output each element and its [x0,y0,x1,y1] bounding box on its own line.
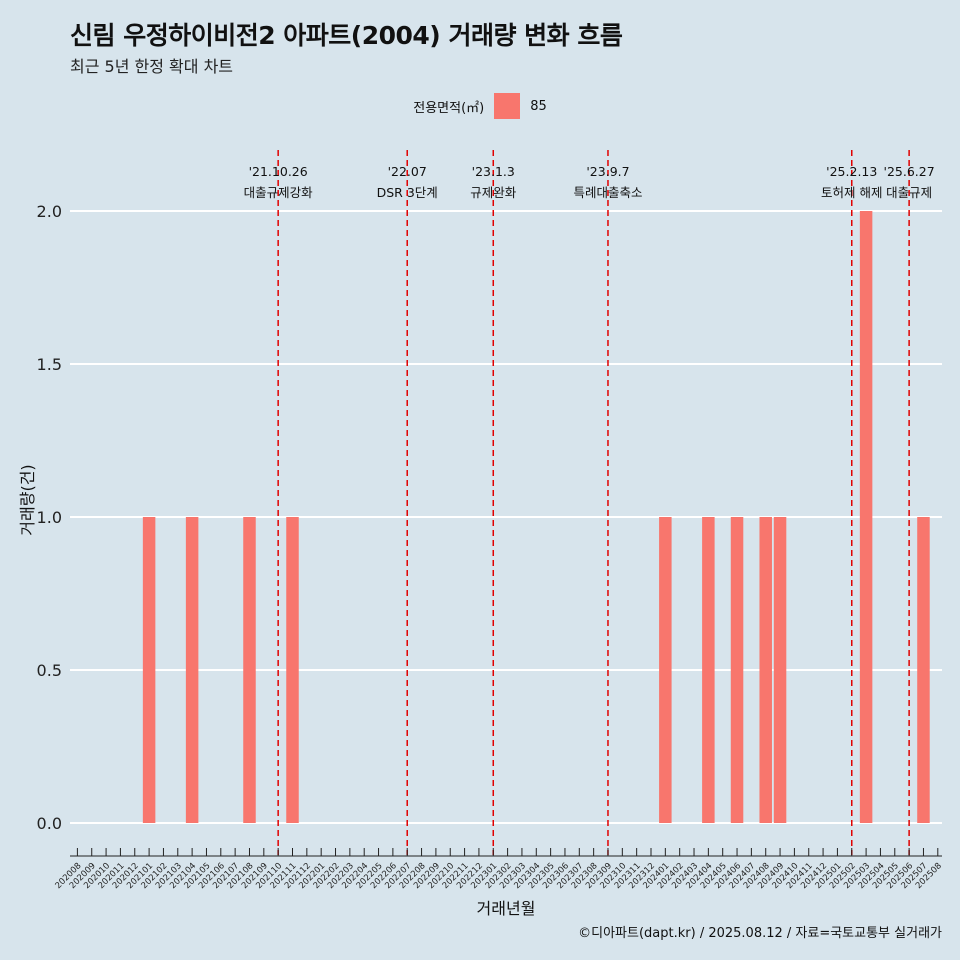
legend: 전용면적(㎡) 85 [0,93,960,119]
event-date: '23.9.7 [586,164,629,179]
chart-subtitle: 최근 5년 한정 확대 차트 [70,57,234,76]
y-tick-label: 2.0 [37,202,62,221]
y-axis-title: 거래량(건) [18,464,37,535]
bar [185,517,199,823]
y-tick-label: 1.0 [37,508,62,527]
bar [702,517,715,823]
event-date: '22.07 [388,164,427,179]
event-date: '25.2.13 [826,164,877,179]
event-label: 특례대출축소 [573,185,642,200]
bar [243,517,256,823]
event-label: 대출규제 [886,185,932,200]
y-tick-label: 0.0 [37,814,62,833]
bar [759,517,772,823]
event-date: '25.6.27 [884,164,935,179]
x-axis-title: 거래년월 [477,899,536,918]
event-label: 대출규제강화 [244,185,314,200]
bar [917,517,930,823]
chart-title: 신림 우정하이비전2 아파트(2004) 거래량 변화 흐름 [70,21,623,50]
bar [142,517,156,823]
event-date: '23.1.3 [472,164,515,179]
event-label: DSR 3단계 [377,185,438,200]
y-tick-label: 1.5 [37,355,62,374]
bar [859,211,873,823]
bar [773,517,787,823]
event-label: 토허제 해제 [821,185,882,200]
event-label: 규제완화 [470,185,517,200]
event-date: '21.10.26 [249,164,308,179]
legend-label: 85 [530,98,547,114]
bar [286,517,299,823]
legend-title: 전용면적(㎡) [413,100,485,116]
bar [659,517,672,823]
y-tick-label: 0.5 [37,661,62,680]
bar [730,517,744,823]
source-caption: ©디아파트(dapt.kr) / 2025.08.12 / 자료=국토교통부 실… [578,926,942,941]
legend-swatch [494,93,521,119]
